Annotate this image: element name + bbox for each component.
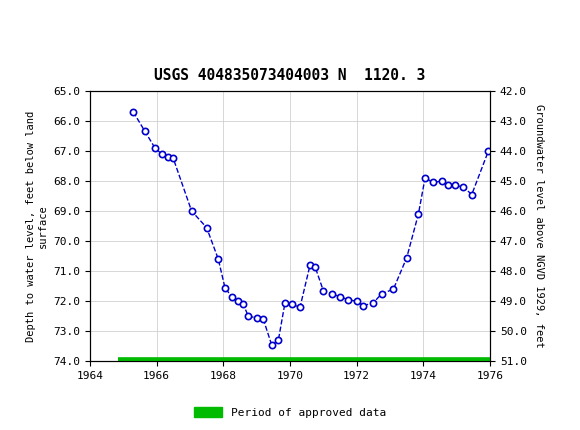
Text: ▒: ▒	[3, 4, 18, 34]
Title: USGS 404835073404003 N  1120. 3: USGS 404835073404003 N 1120. 3	[154, 68, 426, 83]
Y-axis label: Depth to water level, feet below land
surface: Depth to water level, feet below land su…	[26, 111, 48, 342]
Legend: Period of approved data: Period of approved data	[190, 403, 390, 422]
Text: USGS: USGS	[8, 9, 68, 28]
Y-axis label: Groundwater level above NGVD 1929, feet: Groundwater level above NGVD 1929, feet	[534, 104, 544, 348]
